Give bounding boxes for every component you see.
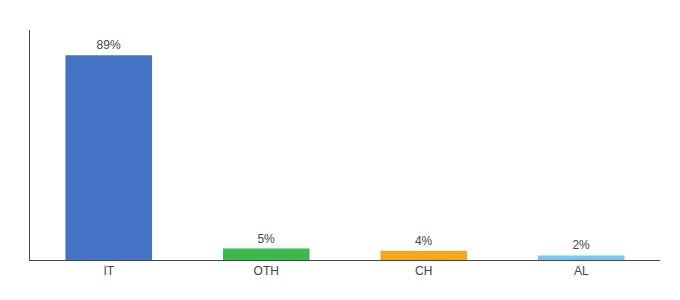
svg-text:2%: 2% bbox=[572, 238, 590, 252]
svg-text:CH: CH bbox=[415, 264, 432, 278]
svg-text:4%: 4% bbox=[415, 234, 433, 248]
svg-text:5%: 5% bbox=[257, 232, 275, 246]
svg-text:OTH: OTH bbox=[254, 264, 279, 278]
svg-text:AL: AL bbox=[574, 264, 589, 278]
svg-text:89%: 89% bbox=[97, 38, 121, 52]
svg-text:IT: IT bbox=[103, 264, 114, 278]
